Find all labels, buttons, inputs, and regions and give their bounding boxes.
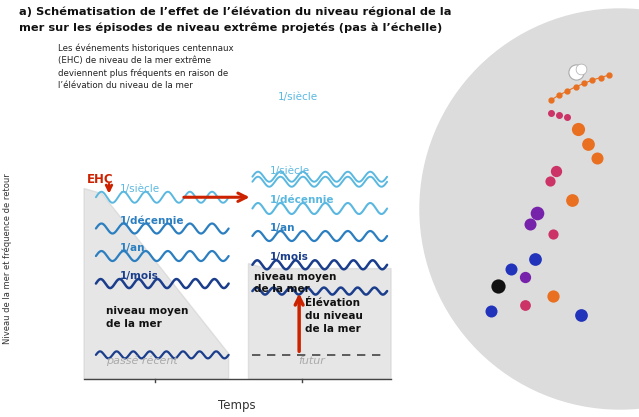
Point [520,274,530,281]
Point [548,293,558,299]
Text: 1/an: 1/an [119,243,145,253]
Point [573,126,583,133]
Polygon shape [84,188,229,379]
Point [548,230,558,237]
Text: 1/mois: 1/mois [270,252,309,262]
Text: 1/mois: 1/mois [119,271,158,281]
Polygon shape [249,264,391,379]
Point [551,168,561,174]
Text: 1/décennie: 1/décennie [270,196,335,206]
Text: futur: futur [298,356,325,366]
Point [567,197,577,203]
Text: Les événements historiques centennaux
(EHC) de niveau de la mer extrême
devienne: Les événements historiques centennaux (E… [58,44,233,90]
Point [486,307,496,314]
Point [532,209,542,216]
Point [525,221,535,228]
Text: 1/an: 1/an [270,223,296,233]
Point [544,178,555,185]
Text: 1/siècle: 1/siècle [278,92,318,102]
Point [571,68,581,75]
Text: 1/décennie: 1/décennie [119,216,184,226]
Text: niveau moyen
de la mer: niveau moyen de la mer [106,306,189,329]
Point [592,155,603,162]
Point [576,65,586,72]
Text: a) Schématisation de l’effet de l’élévation du niveau régional de la: a) Schématisation de l’effet de l’élévat… [19,6,452,17]
Text: mer sur les épisodes de niveau extrême projetés (pas à l’échelle): mer sur les épisodes de niveau extrême p… [19,23,442,33]
Text: niveau moyen
de la mer: niveau moyen de la mer [254,271,337,294]
Text: Élévation
du niveau
de la mer: Élévation du niveau de la mer [305,298,363,334]
Point [583,141,593,147]
Point [530,255,541,262]
Text: Niveau de la mer et fréquence de retour: Niveau de la mer et fréquence de retour [3,173,12,344]
Point [576,311,587,318]
Point [520,302,530,309]
Text: EHC: EHC [87,173,114,186]
Point [506,266,516,272]
Circle shape [420,9,639,409]
Text: Temps: Temps [218,399,256,412]
Point [493,282,504,289]
Text: passé récent: passé récent [105,356,178,366]
Text: 1/siècle: 1/siècle [119,184,160,194]
Text: 1/siècle: 1/siècle [270,166,311,176]
